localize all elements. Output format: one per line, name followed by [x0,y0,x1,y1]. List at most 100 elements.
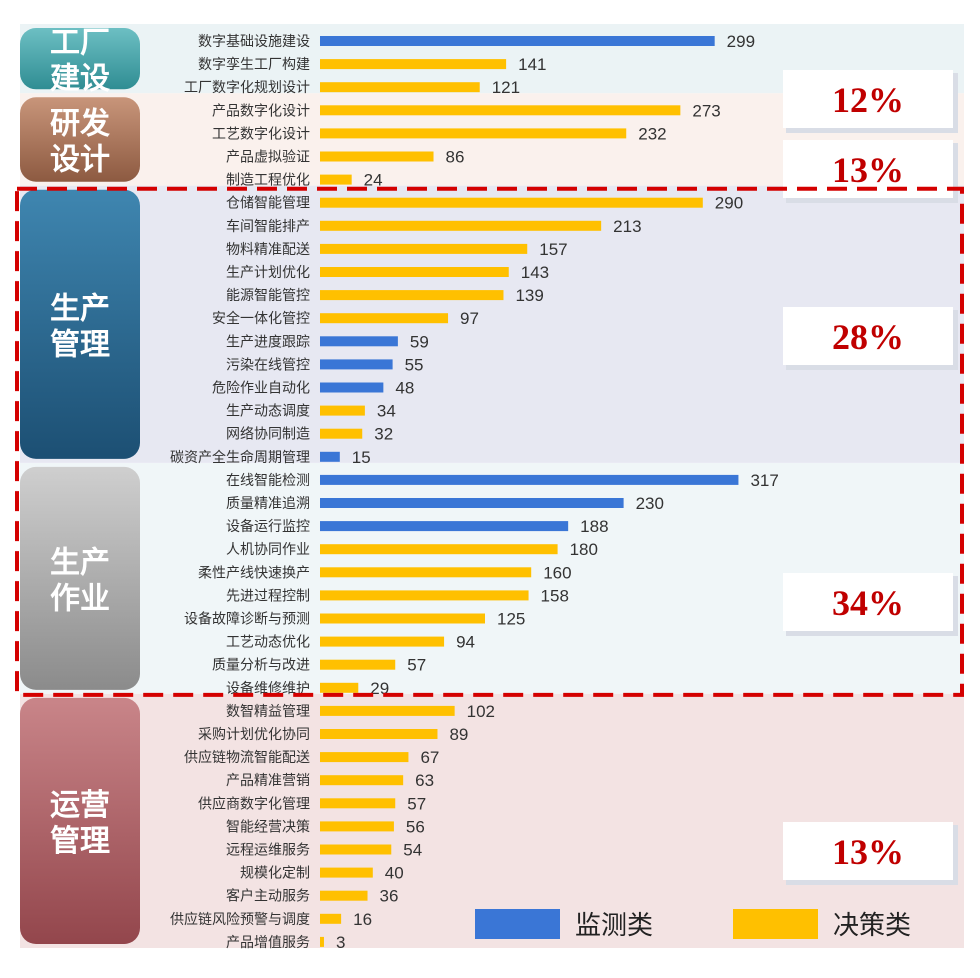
group-label: 作业 [50,581,110,616]
bar [320,844,392,855]
data-label: 188 [580,517,608,536]
data-label: 40 [385,864,404,883]
data-label: 273 [692,101,720,120]
bar [320,498,624,508]
bar [320,590,529,601]
bar [320,428,363,439]
bar [320,451,340,462]
group-label: 研发 [50,107,110,142]
category-label: 先进过程控制 [226,588,310,604]
bar [320,243,528,254]
legend: 监测类 决策类 [475,909,911,941]
data-label: 125 [497,610,525,629]
data-label: 102 [467,702,495,721]
data-label: 55 [405,355,424,374]
data-label: 89 [449,725,468,744]
data-label: 3 [336,933,345,952]
percent-label: 13% [832,832,904,872]
category-label: 数智精益管理 [226,704,310,720]
bar [320,474,739,485]
percent-box [783,307,953,365]
category-label: 客户主动服务 [226,888,310,905]
category-label: 人机协同作业 [226,542,310,558]
category-label: 远程运维服务 [226,843,310,859]
legend-swatch [475,909,560,939]
legend-swatch [733,909,818,939]
category-label: 数字基础设施建设 [198,33,310,50]
bar [320,682,359,693]
bar [320,405,365,416]
data-label: 180 [570,540,598,559]
bar [320,567,532,578]
bar [320,752,409,763]
group-panel [20,693,964,948]
category-label: 设备故障诊断与预测 [184,611,310,628]
bar [320,544,558,555]
group-label: 工厂 [50,26,110,61]
group-label-box [20,697,140,944]
data-label: 57 [407,794,426,813]
bar [320,197,703,208]
category-label: 生产计划优化 [226,265,310,281]
bar [320,913,342,924]
bar [320,105,681,116]
category-label: 供应商数字化管理 [198,795,310,812]
bar [320,128,627,139]
category-label: 设备运行监控 [226,518,310,535]
category-label: 产品数字化设计 [212,103,310,119]
group-label: 管理 [50,327,110,362]
data-label: 230 [636,494,664,513]
category-label: 制造工程优化 [226,173,310,189]
bar [320,336,398,347]
category-label: 碳资产全生命周期管理 [170,449,310,466]
data-label: 213 [613,217,641,236]
bar [320,82,480,93]
data-label: 57 [407,656,426,675]
bar [320,59,507,70]
bar [320,290,504,301]
bar [320,359,393,370]
percent-label: 34% [832,583,904,623]
category-label: 数字孪生工厂构建 [198,56,310,73]
data-label: 121 [492,78,520,97]
bar [320,521,569,532]
category-label: 生产动态调度 [226,404,310,420]
data-label: 290 [715,194,743,213]
category-label: 生产进度跟踪 [226,334,310,350]
bar [320,267,509,277]
data-label: 54 [403,841,422,860]
data-label: 36 [380,887,399,906]
group-label-box [20,466,140,690]
data-label: 24 [364,171,383,190]
data-label: 32 [374,425,393,444]
percent-box [783,822,953,880]
data-label: 317 [750,471,778,490]
category-label: 安全一体化管控 [212,310,310,327]
bar [320,636,445,647]
data-label: 34 [377,402,396,421]
category-label: 设备维修维护 [226,680,310,697]
category-label: 工厂数字化规划设计 [184,80,310,96]
bar [320,174,352,185]
category-label: 柔性产线快速换产 [198,564,310,581]
data-label: 158 [541,586,569,605]
category-label: 产品增值服务 [226,935,310,951]
group-label-box [20,189,140,459]
category-label: 危险作业自动化 [212,381,310,397]
category-label: 质量精准追溯 [226,496,310,512]
bar [320,313,449,324]
category-label: 质量分析与改进 [212,658,310,674]
bar [320,382,384,393]
data-label: 56 [406,817,425,836]
legend-label: 决策类 [833,911,911,941]
data-label: 157 [539,240,567,259]
data-label: 97 [460,309,479,328]
data-label: 299 [727,32,755,51]
group-label: 管理 [50,824,110,859]
bar [320,775,404,786]
bar [320,821,394,832]
data-label: 67 [420,748,439,767]
group-label: 建设 [50,62,110,97]
percent-boxes: 12% 13% 28% 34% 13% [783,70,958,885]
